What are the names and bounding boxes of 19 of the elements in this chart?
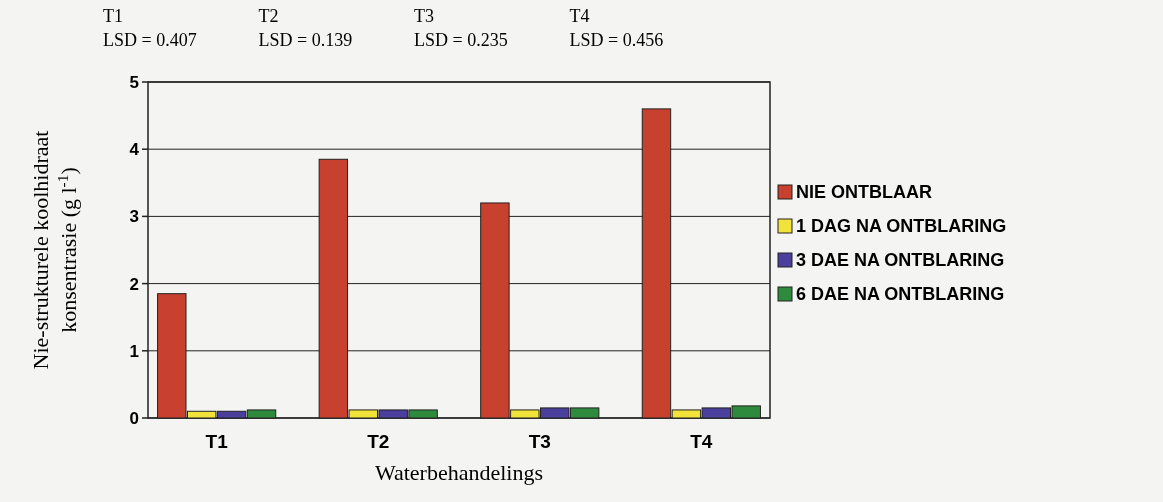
text: T4 LSD = 0.456 [569,6,664,50]
text: T1 LSD = 0.407 [103,6,197,50]
y-tick-label: 1 [129,341,139,361]
x-tick-label: T2 [367,431,390,452]
y-tick-label: 3 [129,207,139,227]
legend-label: NIE ONTBLAAR [796,182,932,203]
x-axis-title: Waterbehandelings [374,460,544,485]
x-tick-label: T1 [205,431,229,452]
text: T2 LSD = 0.139 [258,6,353,50]
y-tick-label: 5 [129,72,139,92]
legend-label: 6 DAE NA ONTBLARING [796,284,1005,305]
legend-label: 1 DAG NA ONTBLARING [796,216,1007,237]
y-tick-label: 4 [129,140,140,160]
x-tick-label: T4 [690,431,713,452]
text: T3 LSD = 0.235 [414,6,508,50]
legend-label: 3 DAE NA ONTBLARING [796,250,1005,271]
x-tick-label: T3 [528,431,551,452]
y-tick-label: 0 [129,408,139,428]
y-tick-label: 2 [129,274,139,294]
